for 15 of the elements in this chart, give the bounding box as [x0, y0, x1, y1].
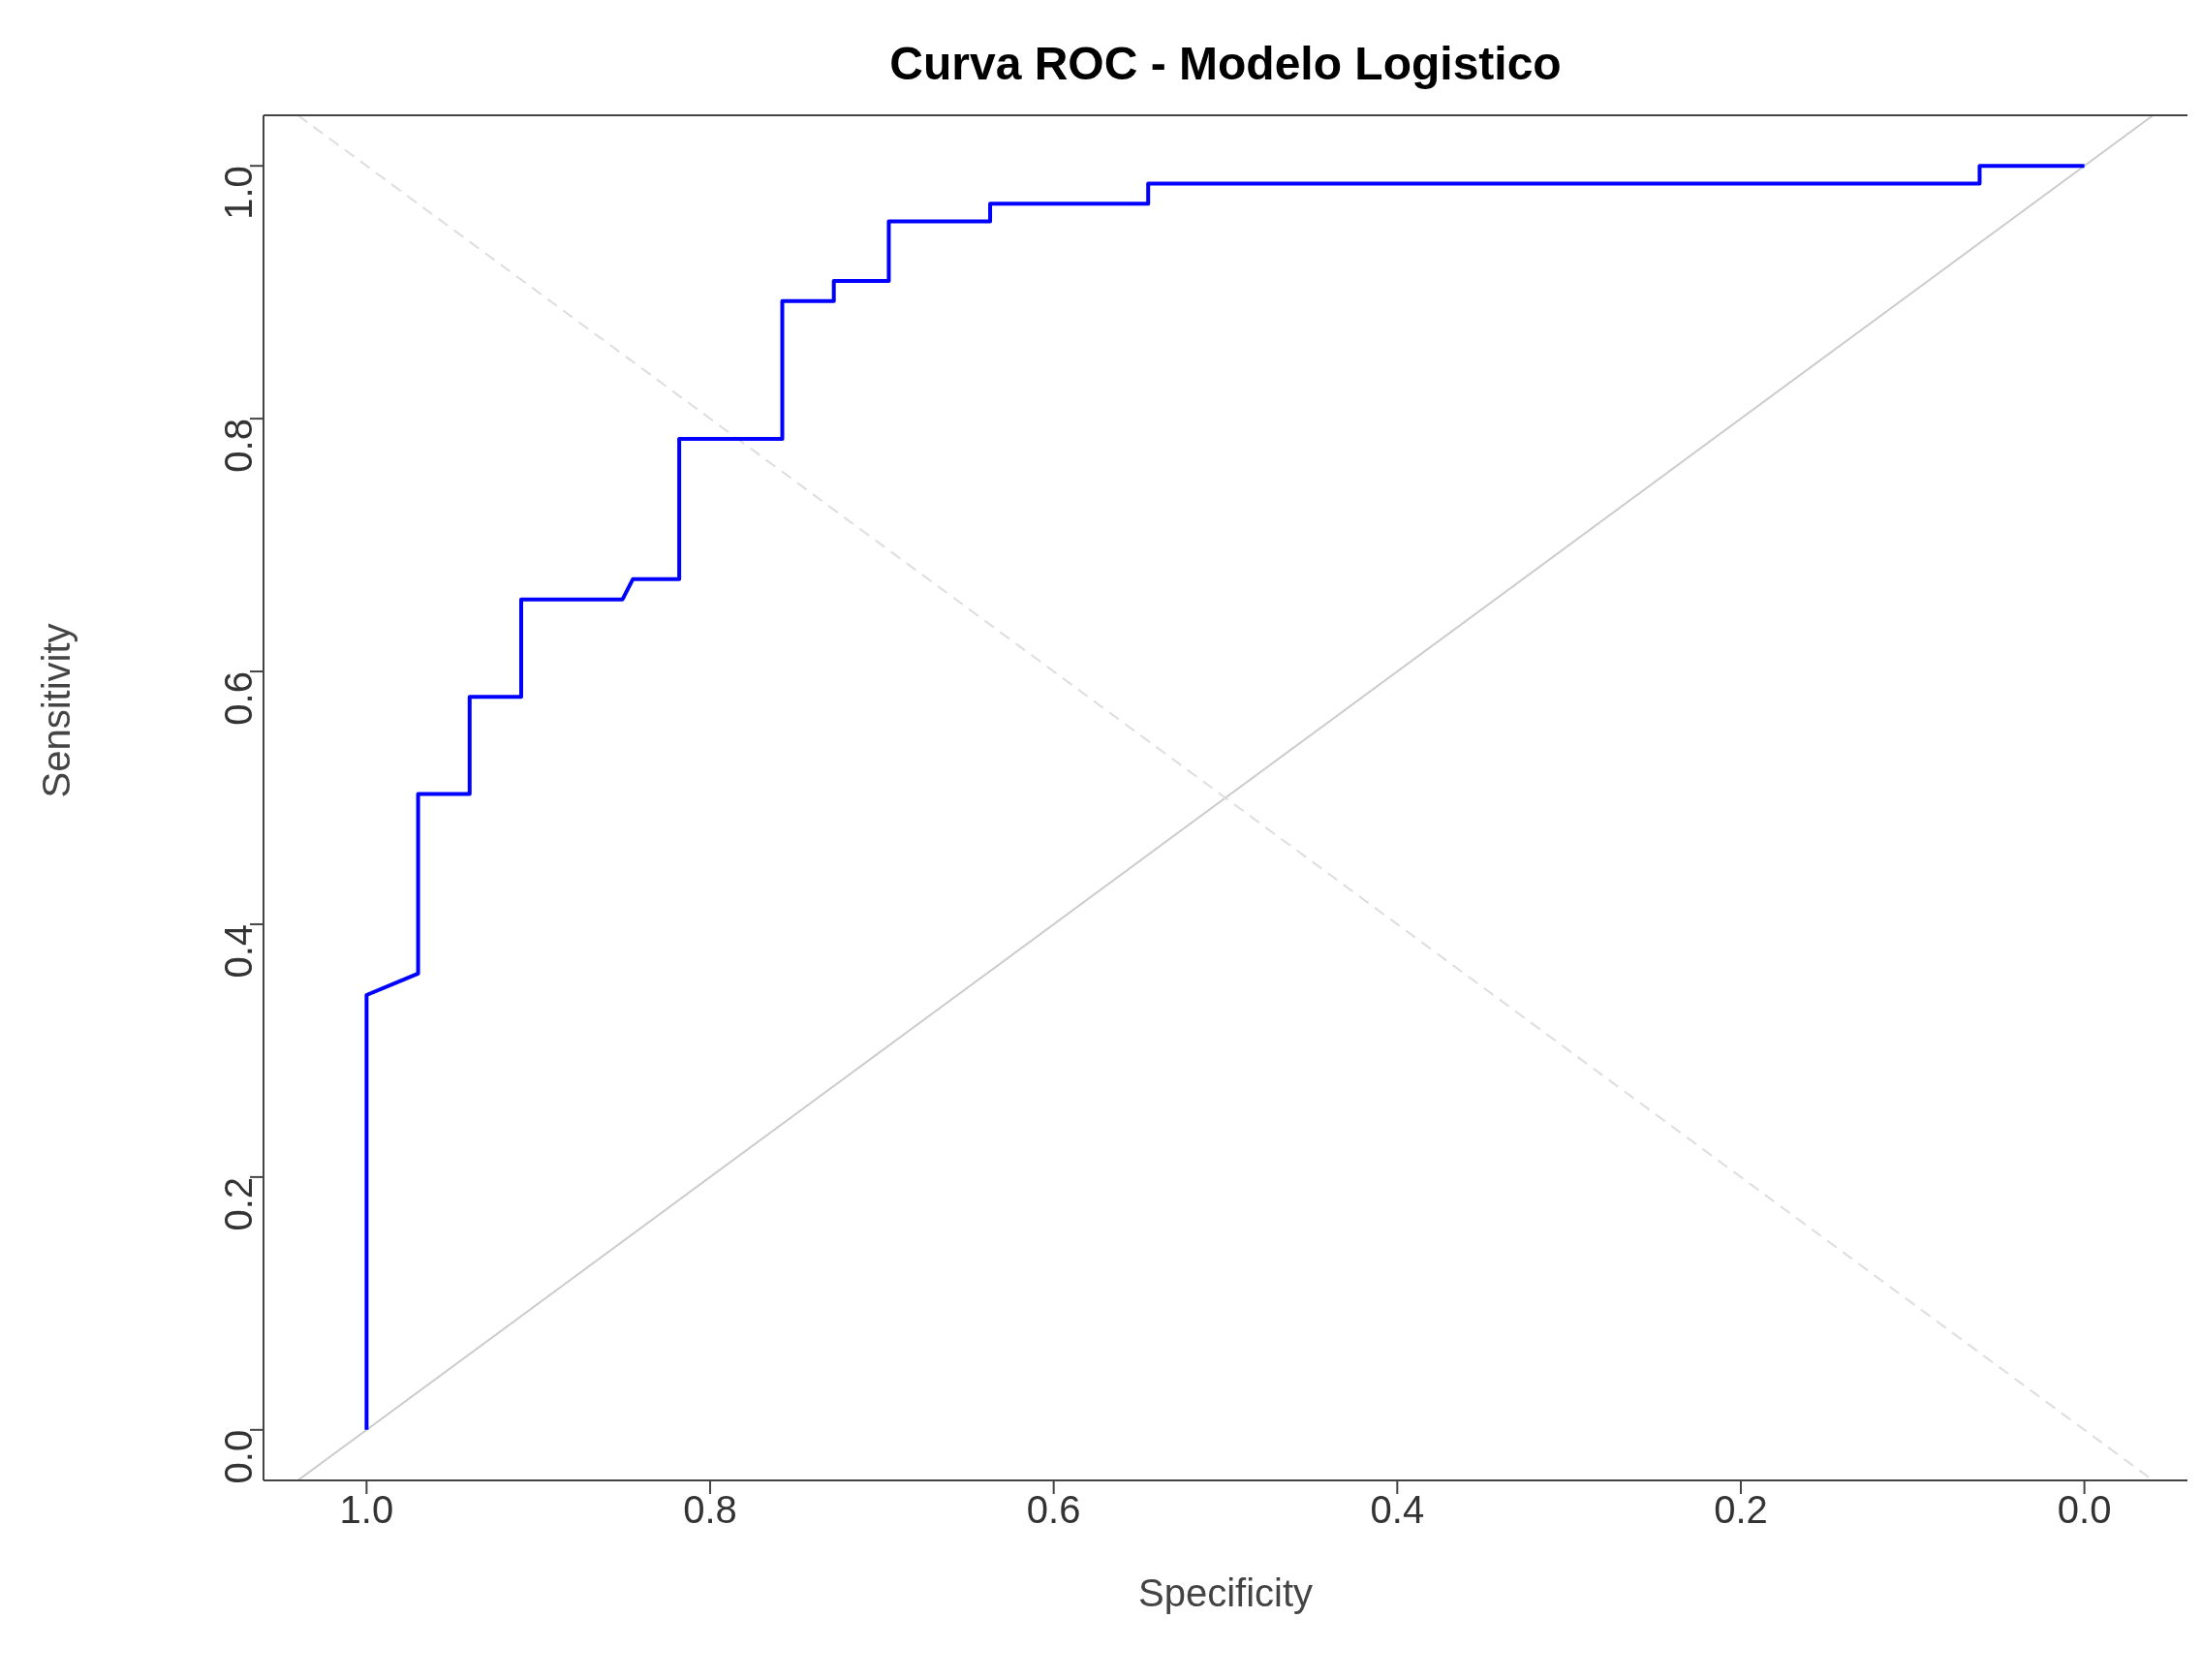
chart-title: Curva ROC - Modelo Logistico [888, 37, 1563, 90]
y-tick-label: 1.0 [217, 166, 261, 220]
y-tick-label: 0.2 [217, 1176, 261, 1231]
x-tick-label: 0.6 [1026, 1488, 1081, 1532]
x-tick-label: 0.0 [2057, 1488, 2112, 1532]
x-tick-label: 1.0 [339, 1488, 394, 1532]
y-tick-label: 0.4 [217, 923, 261, 979]
y-tick-label: 0.8 [217, 419, 261, 473]
x-tick-label: 0.4 [1370, 1488, 1425, 1532]
y-axis-title: Sensitivity [35, 623, 78, 798]
x-axis-title: Specificity [1137, 1571, 1314, 1614]
y-tick-label: 0.6 [217, 671, 261, 726]
x-tick-label: 0.8 [683, 1488, 737, 1532]
x-tick-label: 0.2 [1714, 1488, 1768, 1532]
y-tick-label: 0.0 [217, 1429, 261, 1484]
